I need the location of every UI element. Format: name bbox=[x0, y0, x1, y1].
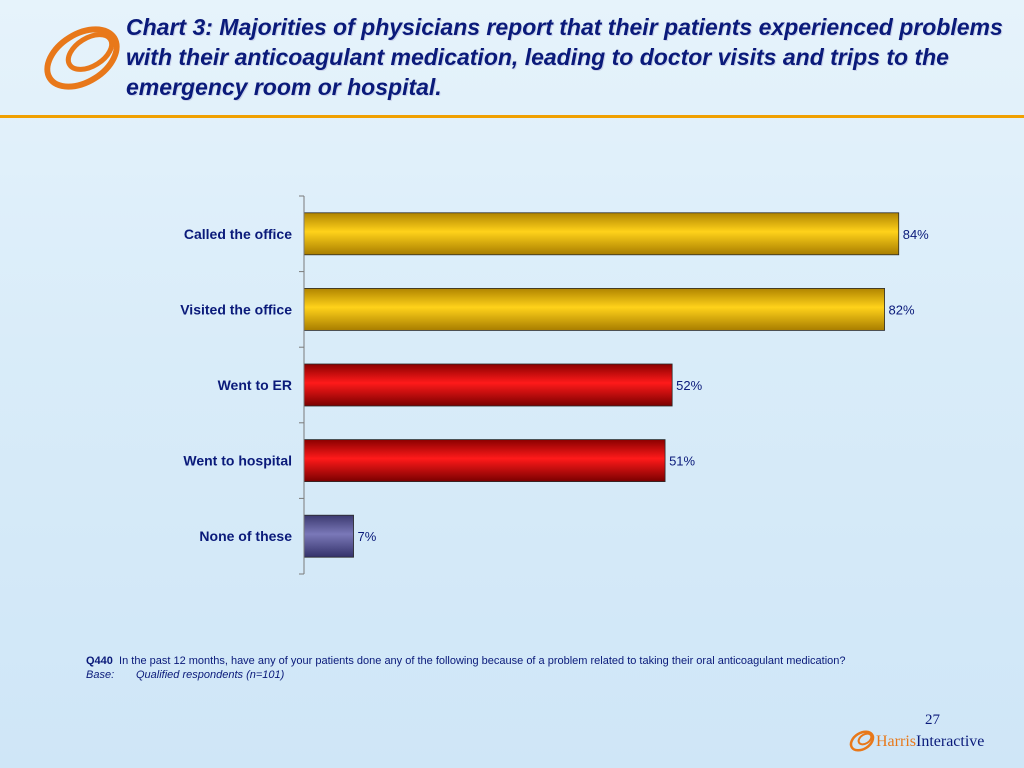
title-divider bbox=[0, 115, 1024, 118]
brand-name-part2: Interactive bbox=[915, 733, 985, 750]
brand-name: HarrisInteractive bbox=[876, 733, 984, 751]
category-label: Went to ER bbox=[218, 377, 292, 393]
bar-3 bbox=[303, 363, 673, 407]
value-label: 52% bbox=[676, 378, 702, 393]
page-number: 27 bbox=[925, 712, 940, 728]
brand-name-part1: Harris bbox=[876, 733, 916, 750]
bar-2 bbox=[303, 287, 885, 331]
base-note: Base: Qualified respondents (n=101) bbox=[86, 668, 926, 682]
question-code: Q440 bbox=[86, 655, 113, 667]
logo-icon bbox=[44, 26, 120, 90]
category-label: Called the office bbox=[184, 226, 292, 242]
base-text: Qualified respondents (n=101) bbox=[136, 669, 285, 681]
bar-5 bbox=[303, 514, 354, 558]
question-text: In the past 12 months, have any of your … bbox=[119, 655, 846, 667]
value-label: 51% bbox=[669, 454, 695, 469]
value-label: 7% bbox=[358, 529, 377, 544]
brand-mark-icon bbox=[849, 730, 875, 752]
value-label: 84% bbox=[903, 227, 929, 242]
base-label: Base: bbox=[86, 669, 115, 681]
question-note: Q440 In the past 12 months, have any of … bbox=[86, 654, 926, 668]
bar-1 bbox=[303, 212, 900, 256]
category-label: Went to hospital bbox=[183, 453, 292, 469]
harris-interactive-logo: HarrisInteractive bbox=[848, 726, 1008, 756]
chart-title: Chart 3: Majorities of physicians report… bbox=[126, 14, 1003, 100]
value-label: 82% bbox=[889, 302, 915, 317]
category-label: Visited the office bbox=[180, 301, 292, 317]
category-label: None of these bbox=[199, 528, 292, 544]
footnote: Q440 In the past 12 months, have any of … bbox=[86, 654, 926, 682]
bar-4 bbox=[303, 439, 666, 483]
